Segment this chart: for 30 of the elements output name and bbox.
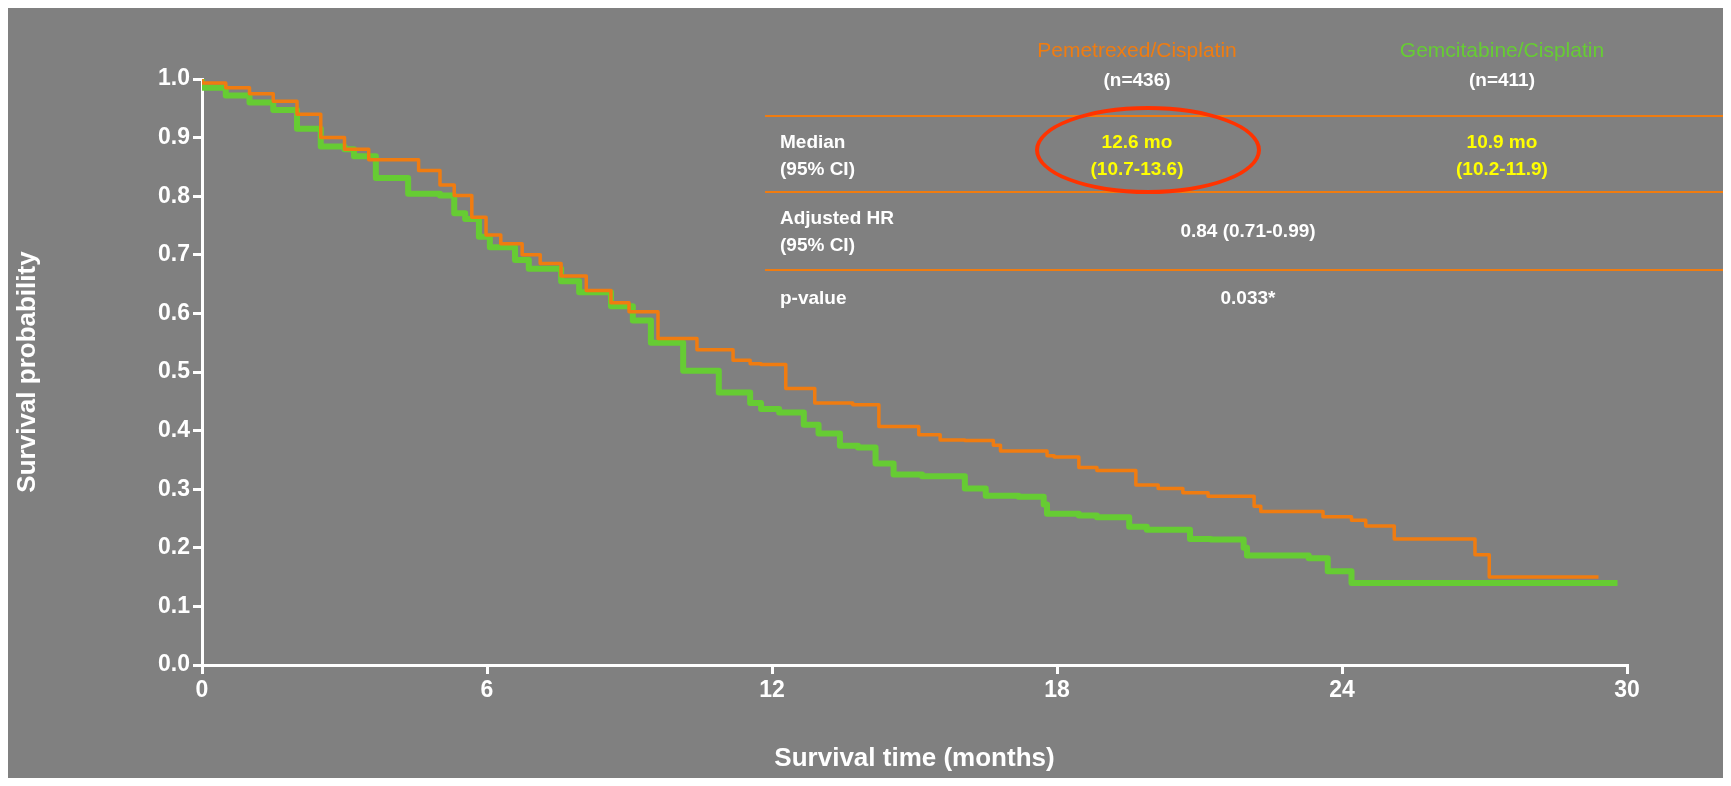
y-tick-label: 0.9 xyxy=(158,122,190,149)
text: Gemcitabine/Cisplatin xyxy=(1398,37,1606,63)
y-tick-label: 1.0 xyxy=(158,64,190,91)
y-axis-title: Survival probability xyxy=(10,250,41,493)
x-tick-label: 30 xyxy=(1614,676,1640,703)
annotation: Adjusted HR (95% CI) xyxy=(780,206,894,257)
annotation: 12.6 mo (10.7-13.6) xyxy=(1089,130,1185,181)
y-tick-label: 0.6 xyxy=(158,298,190,325)
annotation: 0.84 (0.71-0.99) xyxy=(1179,219,1317,243)
text: Pemetrexed/Cisplatin xyxy=(1036,37,1238,63)
annotation: (n=411) xyxy=(1468,68,1536,92)
y-tick-label: 0.2 xyxy=(158,533,190,560)
y-tick-label: 0.8 xyxy=(158,181,191,208)
y-tick-label: 0.0 xyxy=(158,650,190,677)
x-tick-label: 0 xyxy=(195,676,209,703)
x-tick-label: 12 xyxy=(759,676,785,703)
x-tick-label: 24 xyxy=(1329,676,1355,703)
annotation: Median (95% CI) xyxy=(780,130,855,181)
x-tick-label: 6 xyxy=(480,676,494,703)
annotation: 0.033* xyxy=(1219,286,1277,310)
y-tick-label: 0.3 xyxy=(158,474,190,501)
y-tick-label: 0.7 xyxy=(158,240,190,267)
y-tick-label: 0.5 xyxy=(158,357,191,384)
annotation: (n=436) xyxy=(1102,68,1172,92)
y-tick-label: 0.4 xyxy=(158,415,191,442)
annotation: p-value xyxy=(780,286,847,310)
y-tick-label: 0.1 xyxy=(158,591,191,618)
x-tick-label: 18 xyxy=(1044,676,1070,703)
annotation: 10.9 mo (10.2-11.9) xyxy=(1455,130,1549,181)
x-axis-title: Survival time (months) xyxy=(774,741,1055,772)
